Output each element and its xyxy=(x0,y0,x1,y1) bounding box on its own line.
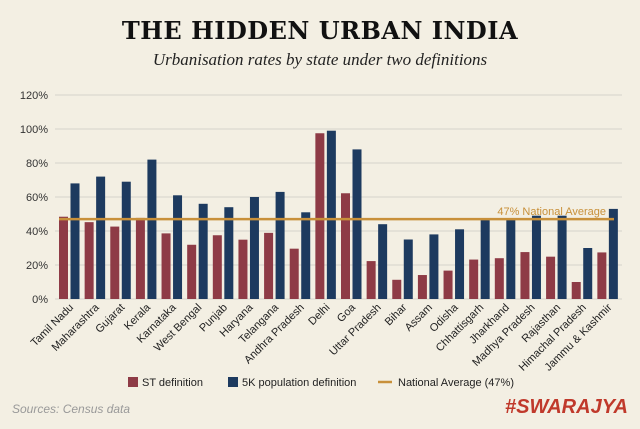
bar-st xyxy=(469,259,479,299)
y-tick-label: 20% xyxy=(26,260,48,272)
bar-st xyxy=(571,282,581,299)
bar-st xyxy=(161,233,171,299)
bar-st xyxy=(212,235,222,299)
bar-st xyxy=(417,275,427,299)
bar-5k xyxy=(147,159,157,299)
bar-st xyxy=(238,239,248,299)
bar-st xyxy=(135,217,145,299)
bar-st xyxy=(289,248,299,299)
bar-5k xyxy=(378,224,388,299)
bar-5k xyxy=(403,239,413,299)
legend-label: 5K population definition xyxy=(242,377,356,389)
bar-st xyxy=(494,258,504,299)
legend-swatch xyxy=(228,377,238,387)
bar-5k xyxy=(121,181,131,299)
bar-5k xyxy=(352,149,362,299)
bar-5k xyxy=(70,183,80,299)
bar-5k xyxy=(608,208,618,299)
bar-st xyxy=(84,222,94,299)
chart-subtitle: Urbanisation rates by state under two de… xyxy=(152,50,488,69)
x-tick-label: Delhi xyxy=(306,302,332,328)
bar-5k xyxy=(583,248,593,299)
bar-5k xyxy=(275,191,285,299)
bar-5k xyxy=(531,215,541,299)
x-tick-label: Gujarat xyxy=(93,302,127,336)
bar-st xyxy=(392,279,402,299)
national-average-label: 47% National Average xyxy=(497,206,606,218)
bar-5k xyxy=(429,234,439,299)
bar-5k xyxy=(198,203,208,299)
bar-5k xyxy=(557,215,567,299)
y-tick-label: 80% xyxy=(26,158,48,170)
y-tick-label: 0% xyxy=(32,294,48,306)
source-note: Sources: Census data xyxy=(12,402,131,416)
bar-5k xyxy=(326,130,336,299)
bar-5k xyxy=(301,212,311,299)
bar-st xyxy=(110,226,120,299)
y-tick-label: 120% xyxy=(20,90,48,102)
bar-st xyxy=(315,133,325,299)
bar-5k xyxy=(506,219,516,299)
bar-st xyxy=(187,244,197,299)
bar-5k xyxy=(480,219,490,299)
y-tick-label: 100% xyxy=(20,124,48,136)
bar-st xyxy=(597,252,607,299)
bar-st xyxy=(59,216,68,299)
bar-5k xyxy=(455,229,465,299)
legend-label: ST definition xyxy=(142,377,203,389)
bar-5k xyxy=(96,176,106,299)
bar-st xyxy=(520,252,530,299)
chart-title: THE HIDDEN URBAN INDIA xyxy=(121,16,519,45)
bar-5k xyxy=(249,197,259,299)
bar-st xyxy=(366,261,376,299)
bar-5k xyxy=(173,195,183,299)
y-tick-label: 40% xyxy=(26,226,48,238)
bar-5k xyxy=(224,207,234,299)
legend-swatch xyxy=(128,377,138,387)
y-tick-label: 60% xyxy=(26,192,48,204)
bar-st xyxy=(546,256,556,299)
bar-st xyxy=(443,270,453,299)
bar-st xyxy=(264,232,274,299)
brand-logo: #SWARAJYA xyxy=(505,396,628,418)
bar-st xyxy=(341,193,350,299)
legend-label: National Average (47%) xyxy=(398,377,514,389)
